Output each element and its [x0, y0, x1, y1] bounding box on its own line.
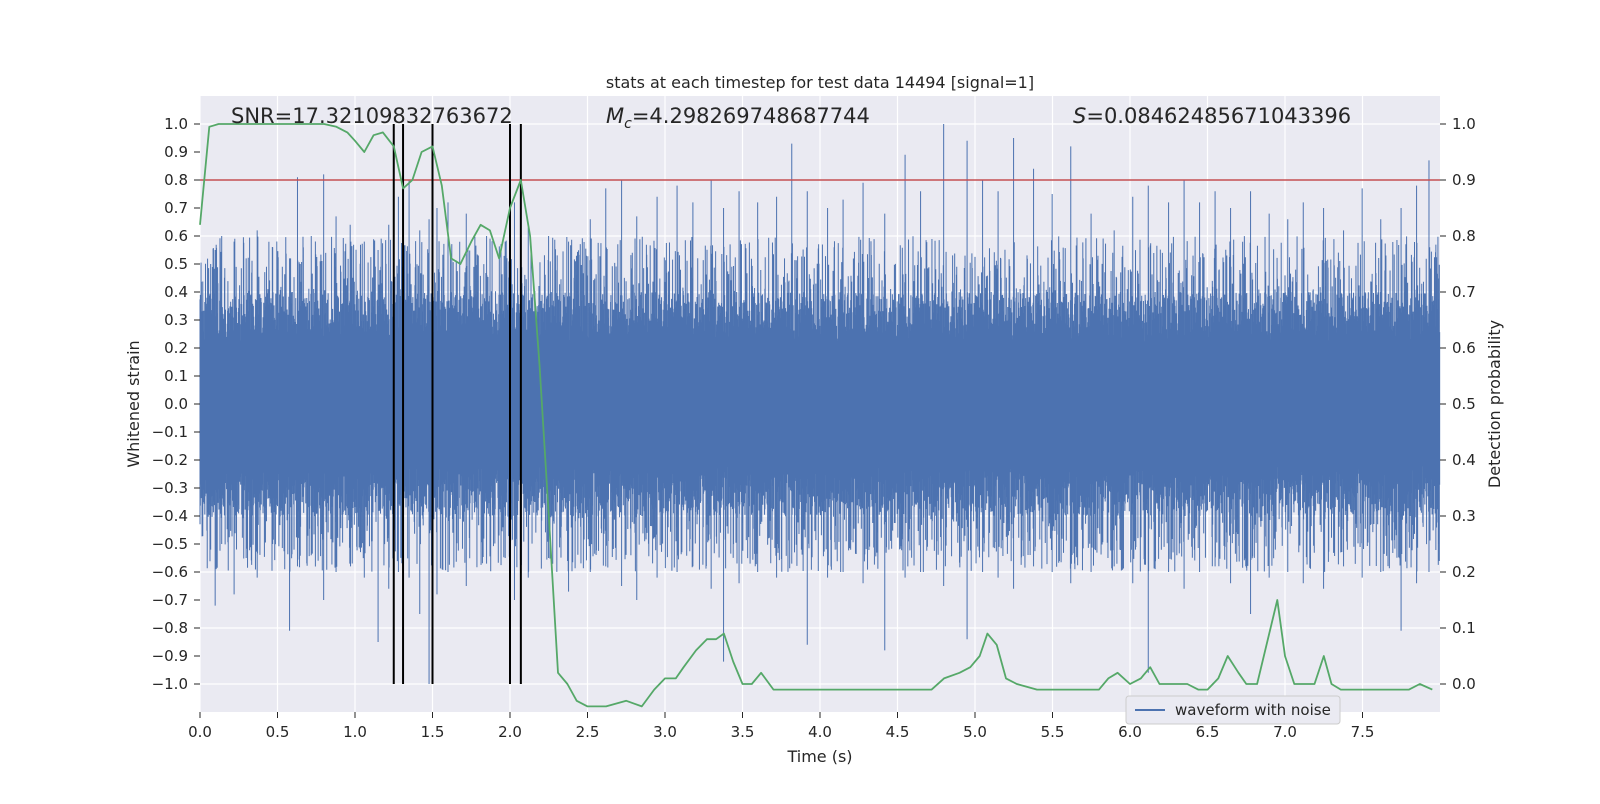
- right-y-tick-label-10: 0.0: [1452, 675, 1476, 693]
- s-annotation: S=0.08462485671043396: [1073, 104, 1351, 128]
- detection-probability-line: [199, 123, 1433, 708]
- y-tick-label-10: 0.0: [164, 395, 188, 413]
- x-axis-label: Time (s): [786, 747, 852, 766]
- right-y-axis-label: Detection probability: [1485, 320, 1504, 488]
- vertical-markers: [392, 124, 522, 684]
- x-tick-label-9: 4.5: [886, 723, 910, 741]
- right-y-tick-label-6: 0.4: [1452, 451, 1476, 469]
- x-tick-label-12: 6.0: [1118, 723, 1142, 741]
- right-y-tick-label-1: 0.9: [1452, 171, 1476, 189]
- legend-entry-waveform: waveform with noise: [1175, 701, 1331, 719]
- y-tick-label-2: 0.8: [164, 171, 188, 189]
- x-tick-label-1: 0.5: [266, 723, 290, 741]
- x-axis-ticks: 0.0 0.5 1.0 1.5 2.0 2.5 3.0 3.5 4.0 4.5 5.0 5.5 6.0 6…: [188, 712, 1374, 741]
- x-tick-label-7: 3.5: [731, 723, 755, 741]
- x-tick-label-2: 1.0: [343, 723, 367, 741]
- right-y-tick-label-3: 0.7: [1452, 283, 1476, 301]
- s-value: =0.08462485671043396: [1086, 104, 1351, 128]
- chirp-mass-annotation: Mc=4.298269748687744: [606, 104, 870, 132]
- chirp-mass-value: =4.298269748687744: [632, 104, 870, 128]
- y-tick-label-8: 0.2: [164, 339, 188, 357]
- x-tick-label-3: 1.5: [421, 723, 445, 741]
- y-tick-label-14: −0.4: [152, 507, 188, 525]
- y-tick-label-0: 1.0: [164, 115, 188, 133]
- y-tick-label-12: −0.2: [152, 451, 188, 469]
- y-tick-label-19: −0.9: [152, 647, 188, 665]
- right-y-axis-ticks: 1.0 0.9 0.8 0.7 0.6 0.5 0.4 0.3 0.2 0.1 0.0: [1440, 115, 1476, 693]
- legend-box: [1125, 695, 1341, 725]
- x-tick-label-15: 7.5: [1351, 723, 1375, 741]
- waveform-series: [199, 124, 1441, 684]
- x-tick-label-6: 3.0: [653, 723, 677, 741]
- x-tick-label-5: 2.5: [576, 723, 600, 741]
- y-tick-label-13: −0.3: [152, 479, 188, 497]
- y-tick-label-16: −0.6: [152, 563, 188, 581]
- right-y-tick-label-9: 0.1: [1452, 619, 1476, 637]
- x-tick-label-10: 5.0: [963, 723, 987, 741]
- y-tick-label-6: 0.4: [164, 283, 188, 301]
- y-axis-ticks: 1.0 0.9 0.8 0.7 0.6 0.5 0.4 0.3 0.2 0.1 0.0 −0.1 −0.…: [152, 115, 200, 693]
- y-tick-label-4: 0.6: [164, 227, 188, 245]
- y-axis-label: Whitened strain: [124, 340, 143, 467]
- right-y-tick-label-2: 0.8: [1452, 227, 1476, 245]
- chirp-mass-subscript: c: [624, 116, 632, 132]
- y-tick-label-5: 0.5: [164, 255, 188, 273]
- chart-title: stats at each timestep for test data 144…: [606, 73, 1034, 92]
- x-tick-label-14: 7.0: [1273, 723, 1297, 741]
- x-tick-label-0: 0.0: [188, 723, 212, 741]
- right-y-tick-label-7: 0.3: [1452, 507, 1476, 525]
- x-tick-label-13: 6.5: [1196, 723, 1220, 741]
- y-tick-label-7: 0.3: [164, 311, 188, 329]
- y-tick-label-9: 0.1: [164, 367, 188, 385]
- legend: waveform with noise: [1125, 695, 1341, 725]
- snr-annotation: SNR=17.32109832763672: [231, 104, 513, 128]
- right-y-tick-label-0: 1.0: [1452, 115, 1476, 133]
- y-tick-label-3: 0.7: [164, 199, 188, 217]
- right-y-tick-label-5: 0.5: [1452, 395, 1476, 413]
- x-tick-label-11: 5.5: [1041, 723, 1065, 741]
- y-tick-label-17: −0.7: [152, 591, 188, 609]
- s-symbol: S: [1073, 104, 1086, 128]
- waveform-trace: [199, 124, 1441, 684]
- y-tick-label-18: −0.8: [152, 619, 188, 637]
- y-tick-label-11: −0.1: [152, 423, 188, 441]
- x-tick-label-8: 4.0: [808, 723, 832, 741]
- y-tick-label-1: 0.9: [164, 143, 188, 161]
- chirp-mass-symbol: M: [606, 104, 624, 128]
- x-tick-label-4: 2.0: [498, 723, 522, 741]
- y-tick-label-20: −1.0: [152, 675, 188, 693]
- y-tick-label-15: −0.5: [152, 535, 188, 553]
- right-y-tick-label-8: 0.2: [1452, 563, 1476, 581]
- right-y-tick-label-4: 0.6: [1452, 339, 1476, 357]
